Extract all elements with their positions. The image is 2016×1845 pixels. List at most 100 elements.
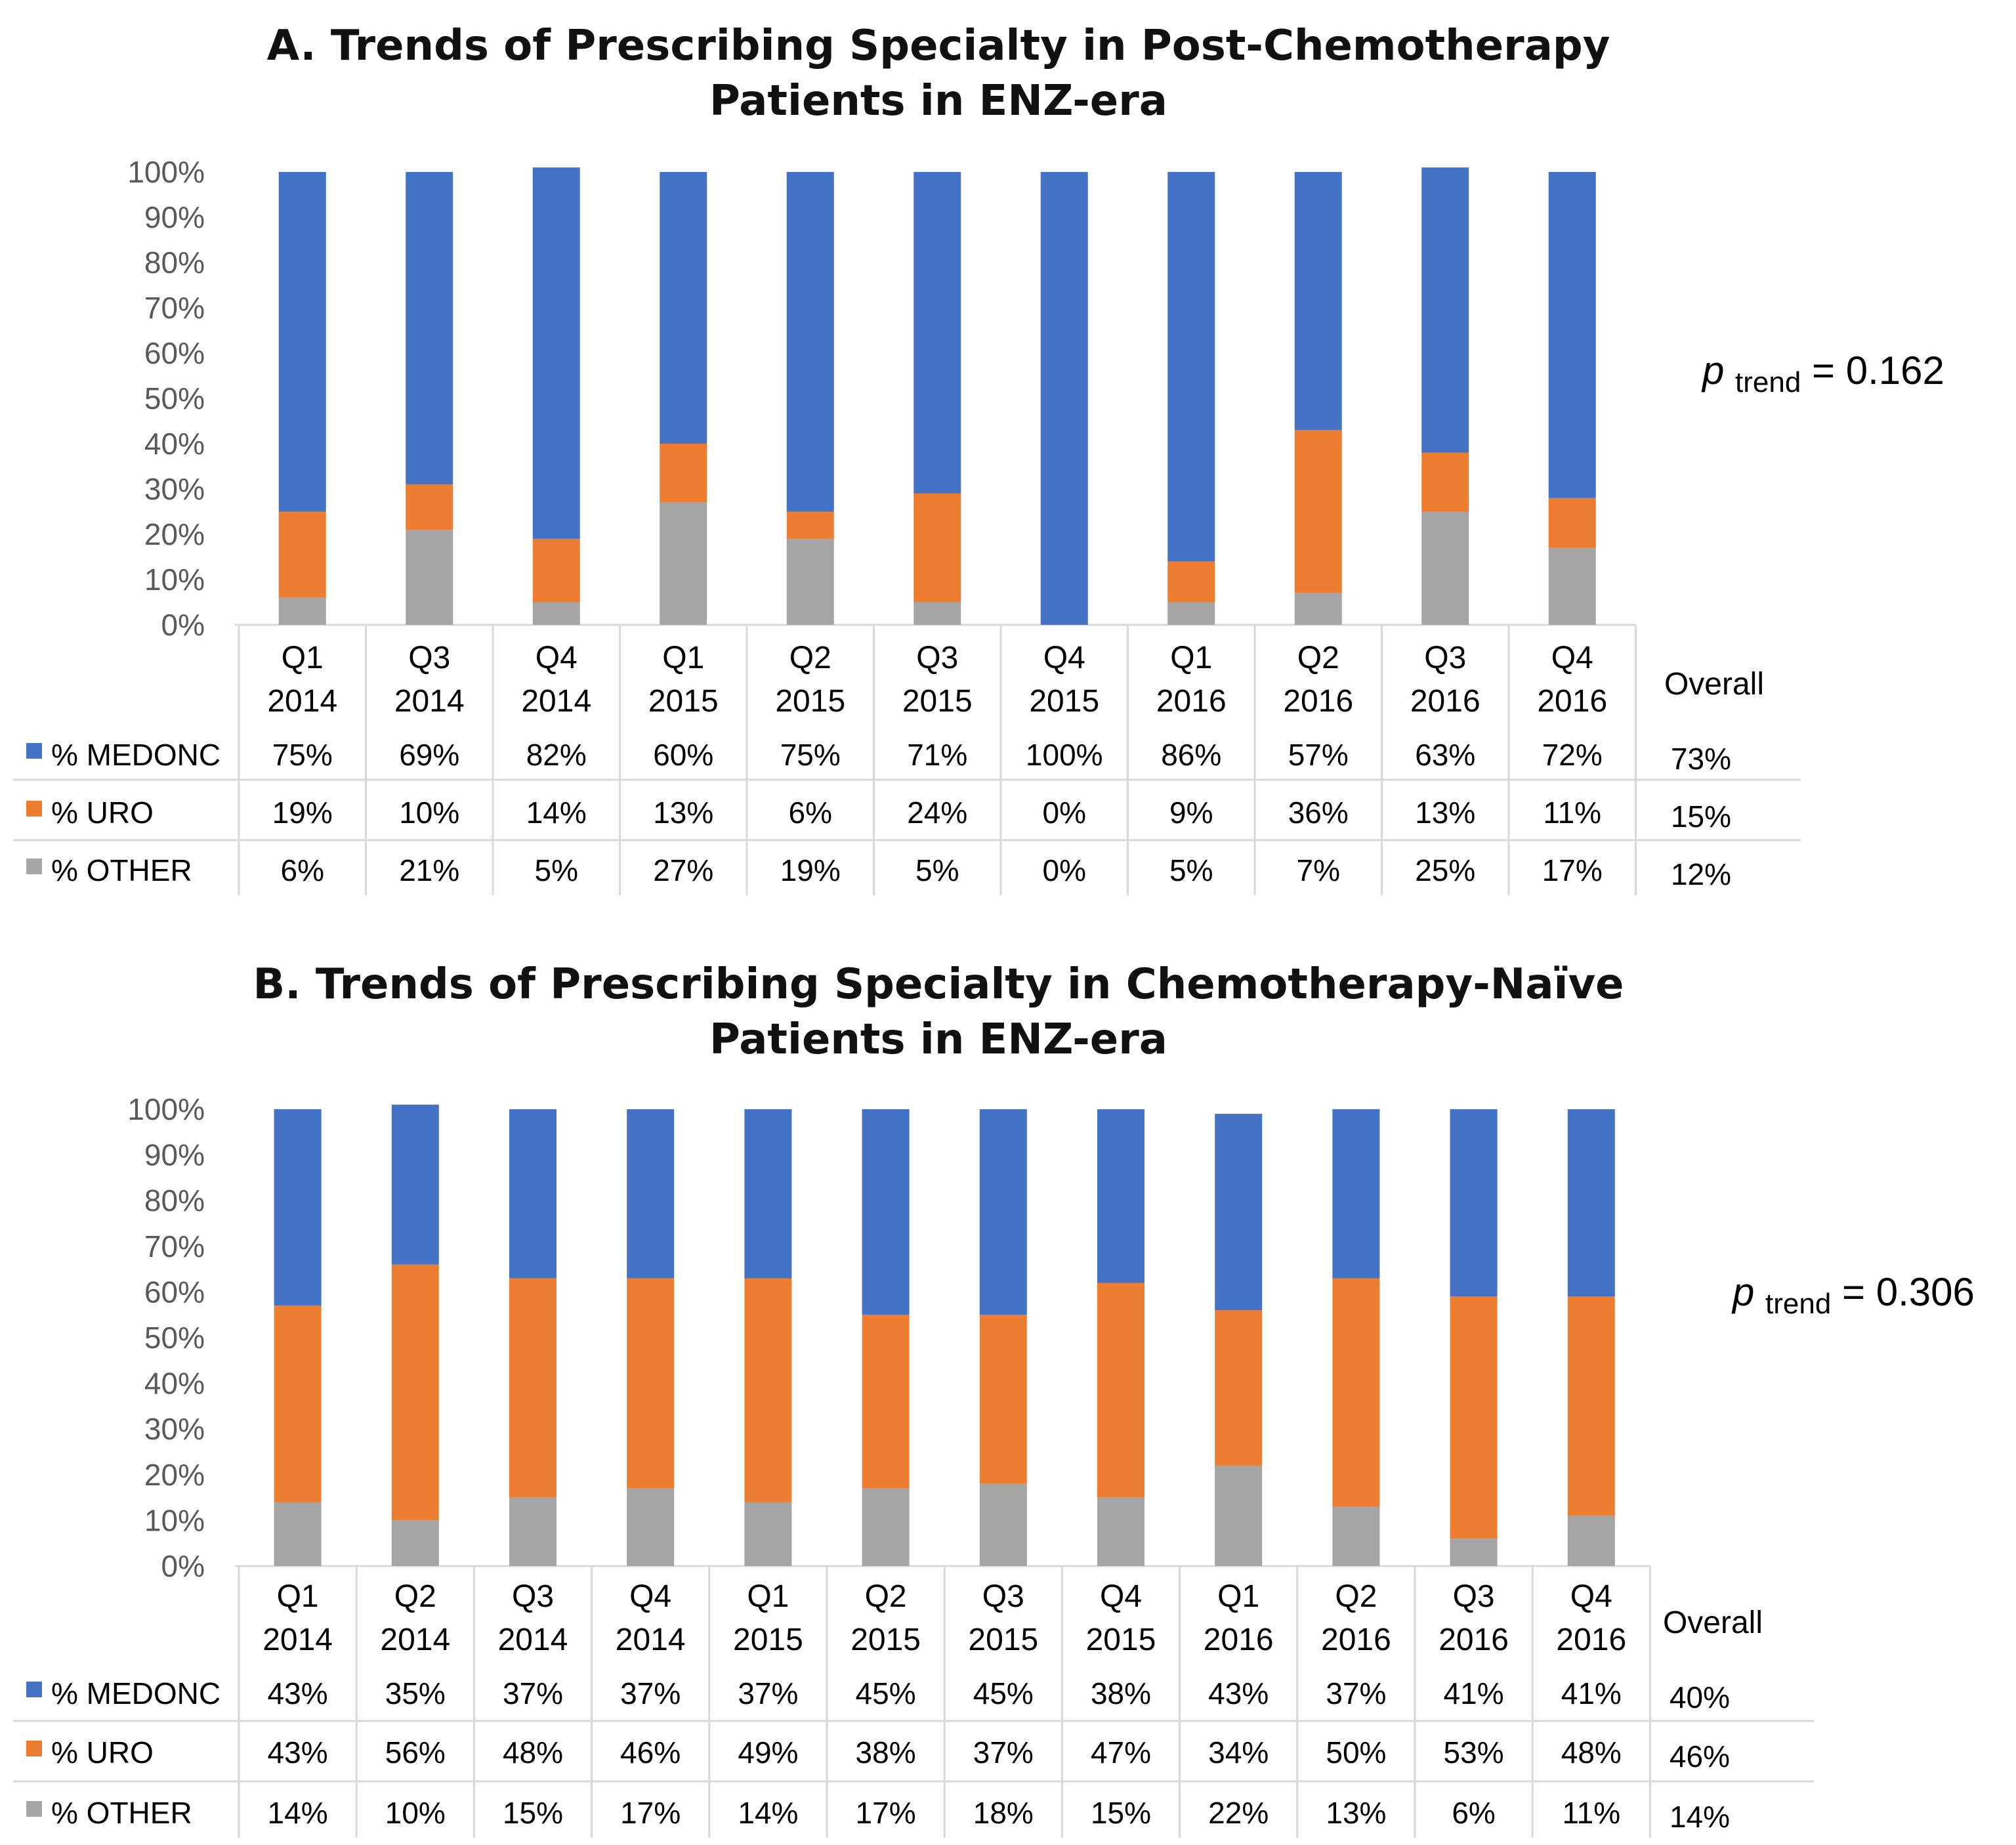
chart-a-series-name-uro: % URO — [51, 795, 154, 830]
chart-b-bar-medonc-9 — [1332, 1109, 1380, 1279]
chart-b-category-year-label: 2016 — [1321, 1622, 1391, 1657]
chart-b-series-name-other: % OTHER — [51, 1796, 192, 1830]
chart-b-y-tick-label: 80% — [144, 1183, 205, 1218]
chart-a-category-year-label: 2014 — [267, 684, 337, 719]
chart-a-data-label-other: 19% — [780, 853, 841, 887]
chart-a-category-year-label: 2015 — [902, 684, 973, 719]
chart-b-data-label-other: 13% — [1326, 1796, 1386, 1830]
chart-a-data-label-other: 21% — [399, 853, 459, 887]
chart-a-category-year-label: 2015 — [1029, 684, 1099, 719]
chart-b-category-quarter-label: Q1 — [747, 1579, 789, 1614]
chart-b-y-tick-label: 20% — [144, 1458, 205, 1492]
chart-b-data-label-uro: 46% — [620, 1735, 681, 1770]
chart-a-bar-medonc-0 — [278, 172, 326, 512]
chart-b-category-year-label: 2015 — [850, 1622, 921, 1657]
chart-a-overall-value-medonc: 73% — [1671, 742, 1731, 776]
chart-b-bar-other-9 — [1332, 1506, 1380, 1566]
chart-b-y-tick-label: 100% — [127, 1092, 205, 1126]
chart-a-category-year-label: 2016 — [1410, 684, 1480, 719]
chart-a-y-tick-label: 100% — [127, 155, 205, 189]
chart-b-overall-header: Overall — [1663, 1605, 1763, 1640]
chart-b-category-year-label: 2015 — [968, 1622, 1038, 1657]
chart-a-data-label-medonc: 72% — [1542, 738, 1603, 772]
chart-b-overall-value-medonc: 40% — [1670, 1680, 1730, 1714]
chart-b-y-tick-label: 0% — [161, 1549, 205, 1583]
chart-a-bar-medonc-9 — [1421, 167, 1469, 453]
chart-b-bar-other-0 — [274, 1502, 322, 1566]
chart-a-y-tick-label: 20% — [144, 517, 205, 551]
chart-b-data-label-medonc: 45% — [973, 1676, 1034, 1710]
chart-b-bar-medonc-1 — [391, 1105, 439, 1265]
chart-a-bar-uro-0 — [278, 511, 326, 598]
chart-b-title-line-2: Patients in ENZ-era — [709, 1015, 1167, 1064]
chart-a-bar-medonc-2 — [532, 167, 580, 539]
chart-b-data-label-other: 18% — [973, 1796, 1034, 1830]
chart-b-p-subscript: trend — [1765, 1288, 1832, 1320]
chart-b-bar-other-6 — [979, 1483, 1027, 1566]
chart-a-data-label-other: 0% — [1043, 853, 1086, 887]
chart-b-data-label-uro: 49% — [738, 1735, 798, 1770]
chart-b-category-quarter-label: Q4 — [1100, 1579, 1142, 1614]
chart-b-data-label-medonc: 35% — [385, 1676, 446, 1710]
chart-a-legend-swatch-uro — [26, 801, 42, 816]
chart-b-category-year-label: 2016 — [1204, 1622, 1274, 1657]
chart-b-bar-uro-5 — [862, 1315, 910, 1489]
chart-b-data-label-medonc: 37% — [1326, 1676, 1386, 1710]
chart-a-y-tick-label: 0% — [161, 608, 205, 642]
chart-a-data-label-uro: 36% — [1288, 795, 1349, 830]
chart-b-data-label-uro: 34% — [1208, 1735, 1269, 1770]
chart-a-series-name-other: % OTHER — [51, 853, 192, 887]
chart-b-bar-uro-11 — [1567, 1296, 1615, 1516]
chart-a-data-label-uro: 19% — [272, 795, 333, 830]
chart-b-bar-other-7 — [1097, 1497, 1144, 1566]
chart-a-category-quarter-label: Q3 — [1424, 641, 1466, 675]
chart-a-data-label-other: 5% — [915, 853, 959, 887]
chart-a-data-label-uro: 13% — [1415, 795, 1475, 830]
chart-b-bar-medonc-5 — [862, 1109, 910, 1315]
chart-a-y-tick-label: 90% — [144, 200, 205, 234]
chart-b-data-label-other: 17% — [620, 1796, 681, 1830]
chart-b-title-line-1: B. Trends of Prescribing Specialty in Ch… — [253, 960, 1624, 1009]
chart-a-category-year-label: 2015 — [775, 684, 845, 719]
chart-b-data-label-other: 6% — [1452, 1796, 1495, 1830]
chart-a-category-year-label: 2014 — [521, 684, 591, 719]
chart-b-legend-swatch-other — [26, 1801, 42, 1817]
chart-b-y-tick-label: 60% — [144, 1275, 205, 1309]
chart-b-category-quarter-label: Q3 — [1453, 1579, 1495, 1614]
chart-a-data-label-uro: 9% — [1169, 795, 1213, 830]
chart-a-bar-uro-3 — [660, 444, 707, 503]
chart-a-bar-other-9 — [1421, 511, 1469, 625]
chart-b-bar-uro-3 — [627, 1278, 675, 1489]
chart-b-y-tick-label: 70% — [144, 1229, 205, 1263]
chart-a-y-tick-label: 80% — [144, 245, 205, 280]
chart-a-bar-other-1 — [406, 530, 453, 625]
chart-b-bar-medonc-0 — [274, 1109, 322, 1306]
chart-b-bar-medonc-3 — [627, 1109, 675, 1279]
chart-b-p-symbol: p — [1732, 1270, 1755, 1314]
chart-a-title-line-1: A. Trends of Prescribing Specialty in Po… — [266, 22, 1610, 70]
chart-a-data-label-medonc: 86% — [1161, 738, 1221, 772]
chart-b-category-quarter-label: Q2 — [1335, 1579, 1377, 1614]
chart-a-bar-medonc-5 — [914, 172, 961, 494]
chart-b-category-year-label: 2015 — [1086, 1622, 1156, 1657]
chart-a-legend-swatch-medonc — [26, 743, 42, 759]
chart-a-bar-uro-8 — [1294, 430, 1342, 593]
chart-b-category-quarter-label: Q2 — [394, 1579, 436, 1614]
chart-b-data-label-uro: 50% — [1326, 1735, 1386, 1770]
chart-a-data-label-medonc: 75% — [780, 738, 841, 772]
chart-b-bar-other-5 — [862, 1488, 910, 1566]
chart-a-data-label-uro: 24% — [907, 795, 967, 830]
chart-a-data-label-other: 25% — [1415, 853, 1475, 887]
chart-a-category-year-label: 2016 — [1537, 684, 1607, 719]
chart-a-category-year-label: 2016 — [1283, 684, 1353, 719]
chart-b-data-label-other: 11% — [1562, 1796, 1620, 1830]
chart-a-data-label-other: 5% — [535, 853, 578, 887]
chart-a-title: A. Trends of Prescribing Specialty in Po… — [0, 18, 1877, 129]
chart-a-bar-uro-10 — [1548, 498, 1596, 548]
chart-a-y-tick-label: 10% — [144, 562, 205, 597]
chart-a-bar-other-8 — [1294, 593, 1342, 625]
chart-a-data-label-medonc: 82% — [526, 738, 587, 772]
chart-a-category-quarter-label: Q2 — [1297, 641, 1339, 675]
chart-a-overall-value-uro: 15% — [1671, 799, 1731, 834]
